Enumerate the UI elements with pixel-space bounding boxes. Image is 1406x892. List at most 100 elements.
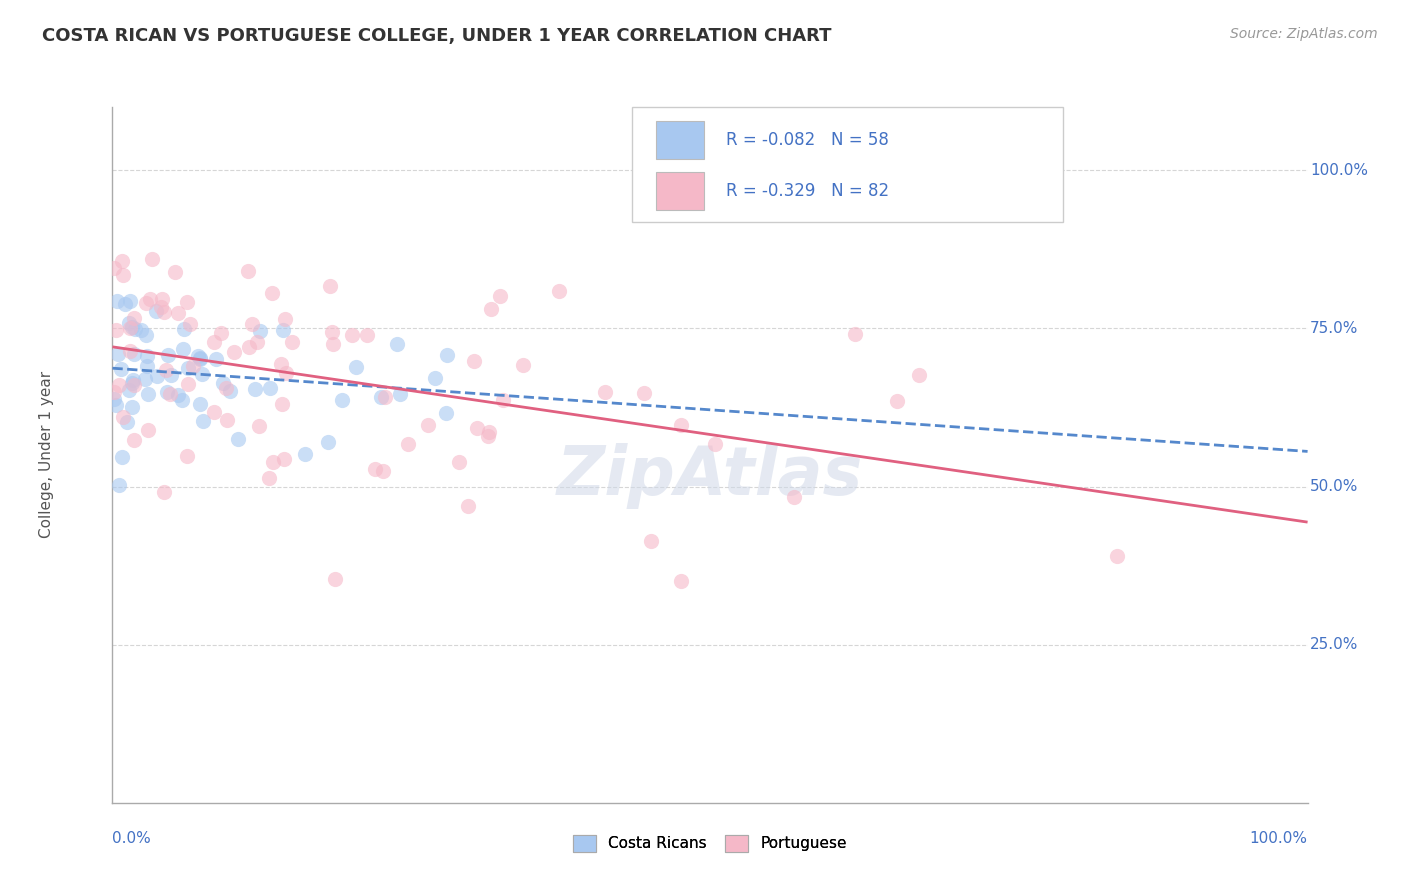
Point xyxy=(150,292,173,306)
Legend: Costa Ricans, Portuguese: Costa Ricans, Portuguese xyxy=(567,829,853,858)
Point xyxy=(262,455,284,469)
Point xyxy=(124,322,146,336)
Point xyxy=(122,347,145,361)
Point xyxy=(145,304,167,318)
Point xyxy=(108,478,131,492)
Point xyxy=(436,348,458,362)
Point xyxy=(121,400,143,414)
Point xyxy=(243,382,266,396)
Point xyxy=(120,293,142,308)
Point xyxy=(238,340,260,354)
Point xyxy=(344,359,367,374)
Point xyxy=(271,397,294,411)
FancyBboxPatch shape xyxy=(633,107,1063,222)
Point xyxy=(276,366,298,380)
Point xyxy=(374,390,396,404)
Point xyxy=(159,368,181,382)
Point xyxy=(669,417,692,432)
Point xyxy=(134,371,156,385)
Point xyxy=(209,326,232,340)
Point xyxy=(385,337,408,351)
Point xyxy=(187,350,209,364)
Point xyxy=(114,297,136,311)
Point xyxy=(122,434,145,448)
Point xyxy=(548,285,571,299)
Point xyxy=(228,432,250,446)
Point xyxy=(249,324,271,338)
FancyBboxPatch shape xyxy=(657,121,704,159)
Text: 50.0%: 50.0% xyxy=(1310,479,1358,494)
Point xyxy=(115,416,138,430)
Text: College, Under 1 year: College, Under 1 year xyxy=(39,371,55,539)
Point xyxy=(111,253,134,268)
Point xyxy=(321,326,343,340)
Point xyxy=(176,295,198,310)
Point xyxy=(159,386,181,401)
Point xyxy=(129,323,152,337)
Point xyxy=(477,429,499,443)
Point xyxy=(121,376,143,391)
Point xyxy=(188,397,211,411)
Point xyxy=(118,344,141,359)
Point xyxy=(342,327,364,342)
Point xyxy=(121,320,143,334)
Point xyxy=(172,342,194,356)
Point xyxy=(152,305,174,319)
Point xyxy=(134,327,156,342)
Point xyxy=(141,252,163,267)
Point xyxy=(236,264,259,278)
Point xyxy=(118,383,141,397)
Point xyxy=(135,295,157,310)
Point xyxy=(364,462,387,476)
Point xyxy=(465,421,488,435)
Text: R = -0.082   N = 58: R = -0.082 N = 58 xyxy=(725,131,889,149)
Point xyxy=(103,384,125,399)
Point xyxy=(457,500,479,514)
Text: 0.0%: 0.0% xyxy=(112,830,152,846)
Point xyxy=(396,437,419,451)
Point xyxy=(259,381,281,395)
Point xyxy=(316,435,339,450)
Point xyxy=(173,322,195,336)
Point xyxy=(211,376,233,390)
Text: 100.0%: 100.0% xyxy=(1250,830,1308,846)
Point xyxy=(188,352,211,367)
Point xyxy=(703,436,725,450)
Point xyxy=(356,328,378,343)
Point xyxy=(150,301,173,315)
Point xyxy=(103,261,125,276)
Point xyxy=(104,323,127,337)
Point xyxy=(177,377,200,392)
Point xyxy=(167,306,190,320)
Point xyxy=(886,393,908,408)
Point xyxy=(330,393,353,408)
Point xyxy=(1107,549,1129,563)
Point xyxy=(908,368,931,383)
Point xyxy=(281,335,304,350)
Point xyxy=(139,292,162,306)
Point xyxy=(373,464,395,478)
Point xyxy=(152,485,174,500)
Point xyxy=(463,353,485,368)
Point xyxy=(489,289,512,303)
Text: R = -0.329   N = 82: R = -0.329 N = 82 xyxy=(725,182,889,200)
Text: 75.0%: 75.0% xyxy=(1310,321,1358,336)
Point xyxy=(191,414,214,428)
Point xyxy=(122,373,145,387)
Point xyxy=(136,359,159,374)
Point xyxy=(593,384,616,399)
Text: 25.0%: 25.0% xyxy=(1310,637,1358,652)
Point xyxy=(294,447,316,461)
Point xyxy=(118,316,141,330)
Point xyxy=(105,294,128,309)
Point xyxy=(191,367,214,381)
Point xyxy=(179,317,201,331)
Point xyxy=(170,393,193,408)
Point xyxy=(247,419,270,434)
Point xyxy=(110,362,132,376)
Point xyxy=(224,345,246,359)
Point xyxy=(111,268,134,282)
Point xyxy=(319,278,342,293)
Point xyxy=(273,452,295,467)
Point xyxy=(165,265,187,279)
